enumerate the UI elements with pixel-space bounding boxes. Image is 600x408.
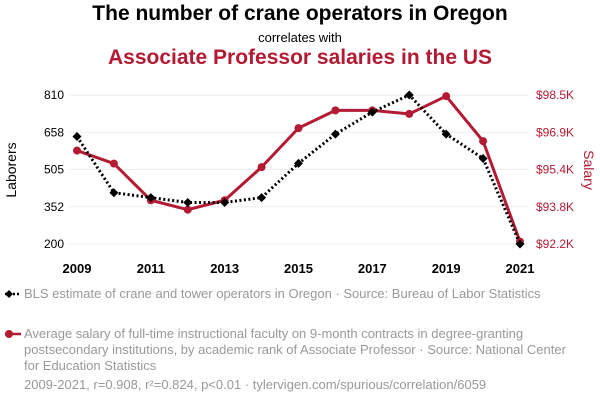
right-tick-label: $93.8K <box>536 200 574 214</box>
x-tick-label: 2021 <box>506 261 535 276</box>
x-tick-label: 2019 <box>432 261 461 276</box>
right-tick-label: $98.5K <box>536 88 574 102</box>
left-tick-label: 810 <box>44 88 64 102</box>
left-axis-label: Laborers <box>3 142 19 197</box>
laborers-point <box>330 129 340 139</box>
salary-point <box>294 124 303 133</box>
x-tick-label: 2011 <box>137 261 165 276</box>
chart-title-secondary: Associate Professor salaries in the US <box>108 46 492 69</box>
laborers-point <box>515 239 525 249</box>
laborers-point <box>257 193 267 203</box>
salary-point <box>183 205 192 214</box>
x-tick-label: 2013 <box>210 261 239 276</box>
legend-label-salary: Average salary of full-time instructiona… <box>24 326 566 373</box>
x-axis-ticks: 2009 2011 2013 2015 2017 2019 2021 <box>63 261 535 276</box>
laborers-point <box>294 158 303 168</box>
salary-point <box>73 146 81 155</box>
laborers-point <box>478 154 488 164</box>
laborers-point <box>183 197 193 207</box>
legend-swatch-salary <box>5 330 21 338</box>
footer-stats: 2009-2021, r=0.908, r²=0.824, p<0.01 · t… <box>24 377 487 392</box>
left-tick-label: 200 <box>44 237 64 251</box>
gridlines <box>69 94 528 245</box>
salary-point <box>442 92 451 101</box>
x-tick-label: 2015 <box>284 261 313 276</box>
legend-swatch-laborers <box>5 290 21 298</box>
x-tick-label: 2017 <box>358 261 387 276</box>
right-axis-ticks: $98.5K $96.9K $95.4K $93.8K $92.2K <box>536 88 574 251</box>
laborers-point <box>220 197 230 207</box>
laborers-point <box>441 129 451 139</box>
laborers-point <box>404 90 414 100</box>
salary-point <box>109 159 118 168</box>
chart-title: The number of crane operators in Oregon <box>92 2 508 25</box>
left-axis-ticks: 810 658 505 352 200 <box>44 88 64 251</box>
left-tick-label: 658 <box>44 125 64 139</box>
salary-point <box>479 137 488 146</box>
salary-point <box>331 106 340 115</box>
legend-label-laborers: BLS estimate of crane and tower operator… <box>24 286 541 301</box>
right-axis-label: Salary <box>581 150 597 190</box>
series-laborers <box>72 90 525 249</box>
salary-point <box>257 163 266 172</box>
laborers-point <box>146 193 156 203</box>
x-tick-label: 2009 <box>63 261 92 276</box>
right-tick-label: $96.9K <box>536 125 574 139</box>
series-salary <box>73 92 524 246</box>
chart-subtitle: correlates with <box>258 30 342 45</box>
left-tick-label: 352 <box>44 200 64 214</box>
salary-point <box>405 109 414 118</box>
salary-line <box>76 94 522 243</box>
laborers-point <box>109 188 119 198</box>
right-tick-label: $92.2K <box>536 237 574 251</box>
laborers-point <box>72 132 82 142</box>
right-tick-label: $95.4K <box>536 163 574 177</box>
chart-canvas: 810 658 505 352 200 $98.5K $96.9K $95.4K $93.8K… <box>3 88 597 276</box>
laborers-point <box>367 107 377 117</box>
left-tick-label: 505 <box>44 163 64 177</box>
